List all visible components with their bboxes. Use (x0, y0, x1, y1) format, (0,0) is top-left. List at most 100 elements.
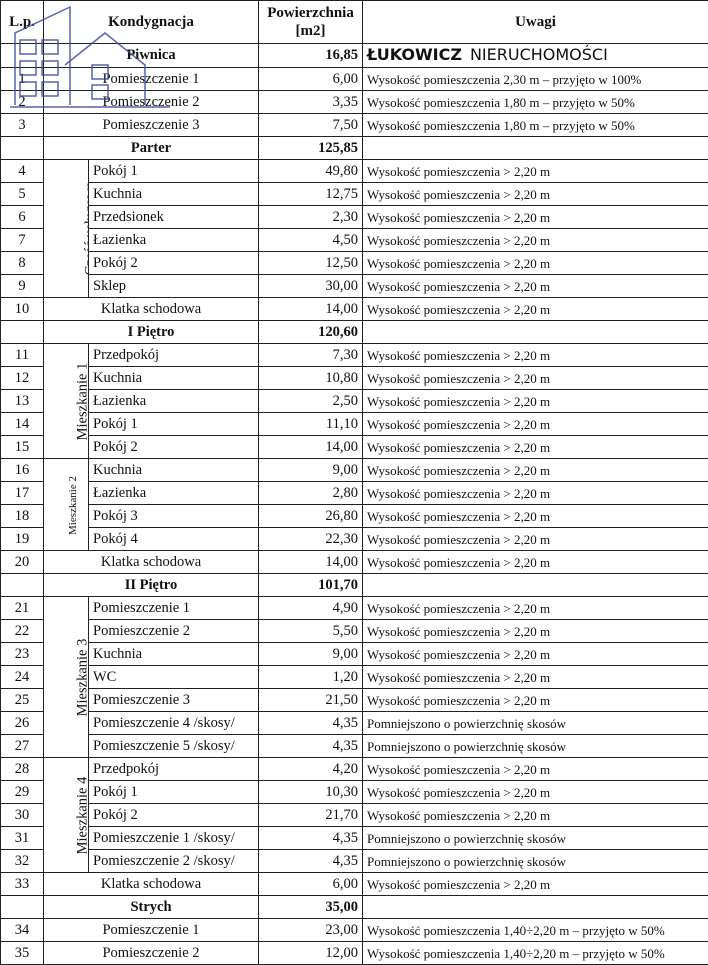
row-lp: 6 (1, 206, 44, 229)
row-note: Wysokość pomieszczenia > 2,20 m (363, 482, 708, 505)
row-area: 30,00 (259, 275, 363, 298)
row-note: Wysokość pomieszczenia 1,40÷2,20 m – prz… (363, 942, 708, 965)
section-name: Strych (44, 896, 259, 919)
row-lp: 15 (1, 436, 44, 459)
row-lp: 4 (1, 160, 44, 183)
row-area: 21,50 (259, 689, 363, 712)
row-name: Pomieszczenie 1 /skosy/ (89, 827, 259, 850)
section-empty-lp (1, 896, 44, 919)
row-name: Pokój 1 (89, 413, 259, 436)
row-name: Pomieszczenie 1 (44, 68, 259, 91)
row-note: Wysokość pomieszczenia 2,30 m – przyjęto… (363, 68, 708, 91)
row-note: Wysokość pomieszczenia > 2,20 m (363, 620, 708, 643)
section-empty-lp (1, 137, 44, 160)
row-lp: 23 (1, 643, 44, 666)
header-powierzchnia: Powierzchnia [m2] (259, 1, 363, 44)
row-name: Przedpokój (89, 344, 259, 367)
section-empty-lp (1, 321, 44, 344)
row-note: Wysokość pomieszczenia > 2,20 m (363, 804, 708, 827)
row-name: Pokój 4 (89, 528, 259, 551)
row-name: Pomieszczenie 2 (89, 620, 259, 643)
row-area: 23,00 (259, 919, 363, 942)
row-lp: 33 (1, 873, 44, 896)
row-lp: 12 (1, 367, 44, 390)
row-lp: 10 (1, 298, 44, 321)
row-note: Wysokość pomieszczenia > 2,20 m (363, 528, 708, 551)
section-name: Piwnica (44, 44, 259, 68)
section-empty-lp (1, 574, 44, 597)
row-note: Wysokość pomieszczenia > 2,20 m (363, 666, 708, 689)
section-total: 120,60 (259, 321, 363, 344)
group-label: Część usługowa (44, 160, 89, 298)
row-name: WC (89, 666, 259, 689)
row-note: Wysokość pomieszczenia > 2,20 m (363, 160, 708, 183)
row-lp: 11 (1, 344, 44, 367)
group-label-text: Mieszkanie 2 (63, 476, 84, 535)
row-note: Wysokość pomieszczenia > 2,20 m (363, 344, 708, 367)
row-lp: 34 (1, 919, 44, 942)
row-area: 21,70 (259, 804, 363, 827)
row-lp: 13 (1, 390, 44, 413)
row-name: Sklep (89, 275, 259, 298)
row-note: Wysokość pomieszczenia > 2,20 m (363, 367, 708, 390)
row-area: 6,00 (259, 68, 363, 91)
row-name: Pomieszczenie 5 /skosy/ (89, 735, 259, 758)
row-area: 4,35 (259, 827, 363, 850)
row-note: Wysokość pomieszczenia > 2,20 m (363, 275, 708, 298)
row-note: Wysokość pomieszczenia > 2,20 m (363, 298, 708, 321)
row-note: Wysokość pomieszczenia > 2,20 m (363, 781, 708, 804)
section-note (363, 137, 708, 160)
row-lp: 9 (1, 275, 44, 298)
row-lp: 32 (1, 850, 44, 873)
header-uwagi: Uwagi (363, 1, 708, 44)
group-label: Mieszkanie 1 (44, 344, 89, 459)
row-name: Pomieszczenie 3 (89, 689, 259, 712)
row-note: Wysokość pomieszczenia > 2,20 m (363, 505, 708, 528)
row-area: 4,35 (259, 850, 363, 873)
row-name: Kuchnia (89, 643, 259, 666)
row-area: 14,00 (259, 436, 363, 459)
row-note: Wysokość pomieszczenia 1,80 m – przyjęto… (363, 91, 708, 114)
row-area: 4,90 (259, 597, 363, 620)
section-note (363, 896, 708, 919)
row-lp: 22 (1, 620, 44, 643)
group-label-text: Mieszkanie 1 (72, 362, 88, 440)
row-area: 3,35 (259, 91, 363, 114)
watermark-line1: ŁUKOWICZ (367, 45, 462, 64)
row-lp: 8 (1, 252, 44, 275)
row-lp: 31 (1, 827, 44, 850)
row-area: 2,30 (259, 206, 363, 229)
row-lp: 26 (1, 712, 44, 735)
row-note: Wysokość pomieszczenia > 2,20 m (363, 758, 708, 781)
row-note: Wysokość pomieszczenia > 2,20 m (363, 413, 708, 436)
row-area: 14,00 (259, 298, 363, 321)
row-name: Kuchnia (89, 459, 259, 482)
row-name: Przedpokój (89, 758, 259, 781)
row-area: 6,00 (259, 873, 363, 896)
row-name: Łazienka (89, 482, 259, 505)
row-area: 7,30 (259, 344, 363, 367)
row-name: Klatka schodowa (44, 298, 259, 321)
section-total: 16,85 (259, 44, 363, 68)
row-lp: 16 (1, 459, 44, 482)
row-area: 10,30 (259, 781, 363, 804)
section-total: 101,70 (259, 574, 363, 597)
